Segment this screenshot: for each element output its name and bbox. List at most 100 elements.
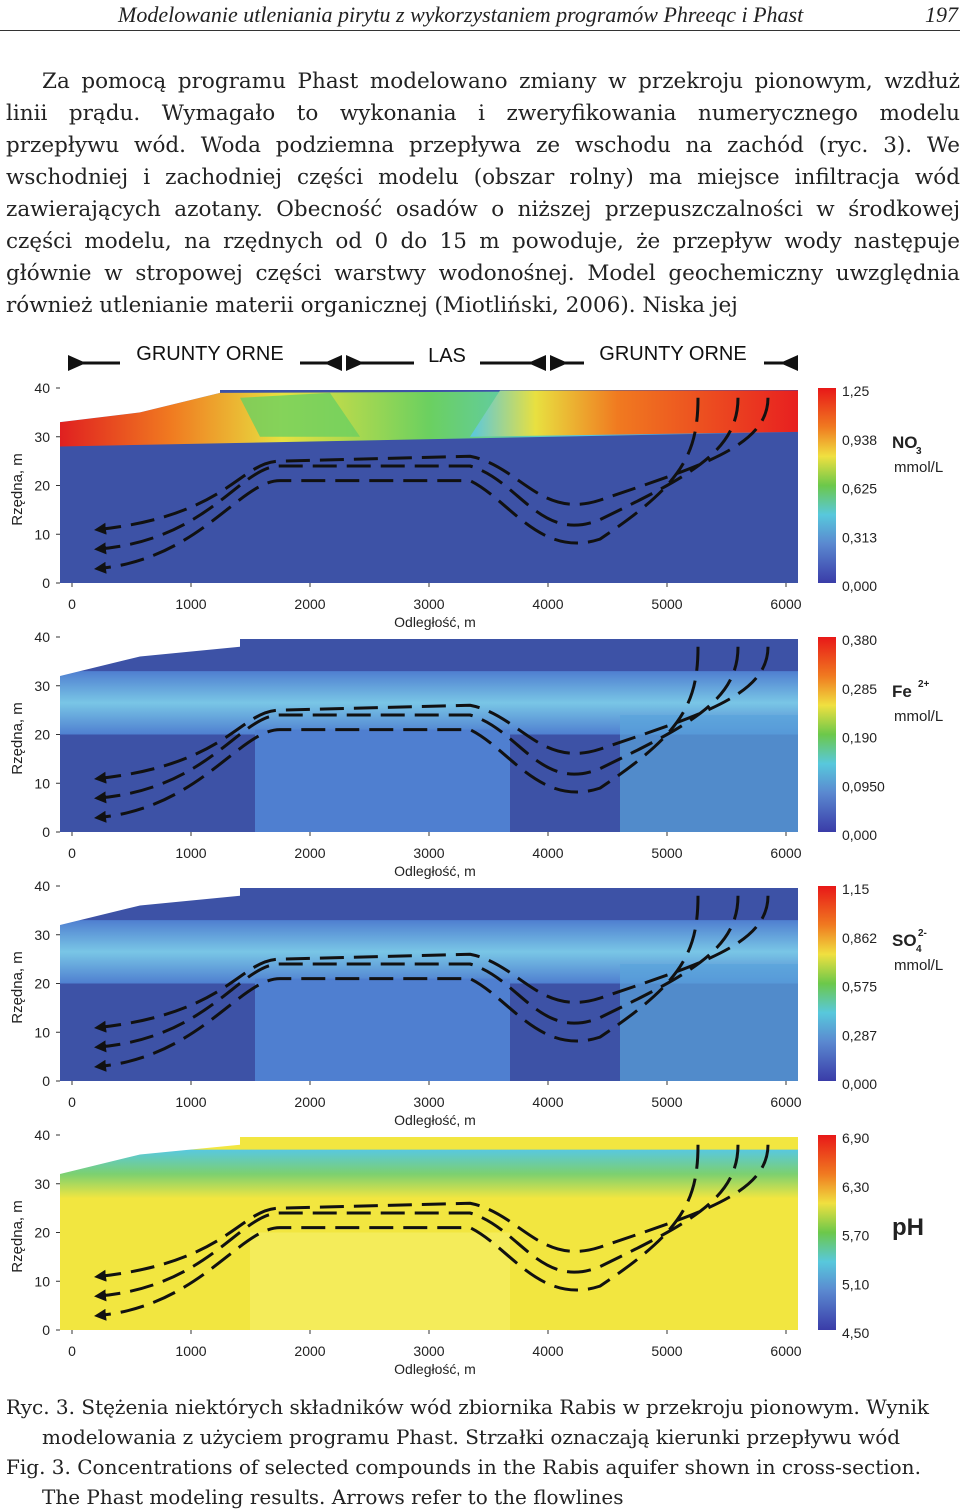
y-tick-label: 20	[34, 478, 50, 494]
x-tick-label: 0	[68, 845, 76, 861]
scale-value: 0,938	[842, 432, 877, 448]
scale-value: 0,285	[842, 681, 877, 697]
x-tick-label: 4000	[532, 1094, 563, 1110]
flowline	[94, 397, 770, 535]
y-tick-label: 10	[34, 526, 50, 542]
panel-ph: 0 10 20 30 40 Rzędna, m 0 1000 2000 3000 4000 5000 6…	[9, 1127, 924, 1377]
running-title: Modelowanie utleniania pirytu z wykorzys…	[118, 2, 804, 27]
flowline	[94, 397, 700, 574]
zone-header: GRUNTY ORNE LAS GRUNTY ORNE	[68, 340, 798, 371]
x-tick-label: 6000	[770, 1343, 801, 1359]
scale-value: 4,50	[842, 1325, 869, 1341]
scale-value: 6,90	[842, 1130, 869, 1146]
species-superscript: 2-	[918, 928, 927, 939]
zone-label-west: GRUNTY ORNE	[136, 343, 283, 365]
species-name: SO	[892, 931, 917, 950]
x-tick-label: 4000	[532, 845, 563, 861]
color-scale: 1,25 0,938 0,625 0,313 0,000	[818, 383, 877, 594]
x-tick-label: 0	[68, 596, 76, 612]
scale-value: 0,000	[842, 1076, 877, 1092]
color-scale: 1,15 0,862 0,575 0,287 0,000	[818, 881, 877, 1092]
y-tick-label: 40	[34, 380, 50, 396]
body-text: Za pomocą programu Phast modelowano zmia…	[6, 66, 960, 322]
scale-value: 0,000	[842, 827, 877, 843]
y-tick-label: 20	[34, 976, 50, 992]
x-tick-label: 5000	[651, 596, 682, 612]
x-tick-label: 2000	[294, 596, 325, 612]
x-axis-label: Odległość, m	[394, 614, 476, 630]
y-axis-label: Rzędna, m	[9, 1200, 26, 1273]
x-tick-label: 5000	[651, 1094, 682, 1110]
flowline	[94, 895, 770, 1033]
species-label: Fe 2+ mmol/L	[892, 679, 943, 725]
y-tick-label: 30	[34, 1176, 50, 1192]
y-axis-label: Rzędna, m	[9, 951, 26, 1024]
x-tick-label: 1000	[175, 1094, 206, 1110]
x-axis-label: Odległość, m	[394, 1112, 476, 1128]
scale-value: 0,000	[842, 578, 877, 594]
caption-english: Fig. 3. Concentrations of selected compo…	[6, 1455, 921, 1509]
species-superscript: 2+	[918, 679, 930, 690]
figure-caption: Ryc. 3. Stężenia niektórych składników w…	[6, 1392, 960, 1512]
x-tick-label: 6000	[770, 845, 801, 861]
x-axis-label: Odległość, m	[394, 1361, 476, 1377]
species-unit: mmol/L	[894, 459, 943, 476]
y-tick-label: 40	[34, 878, 50, 894]
y-tick-label: 40	[34, 1127, 50, 1143]
x-axis-label: Odległość, m	[394, 863, 476, 879]
scale-value: 1,15	[842, 881, 869, 897]
scale-value: 0,380	[842, 632, 877, 648]
species-unit: mmol/L	[894, 708, 943, 725]
species-name: NO	[892, 433, 918, 452]
scale-value: 0,862	[842, 930, 877, 946]
y-tick-label: 30	[34, 678, 50, 694]
cross-section-plot	[60, 1135, 798, 1330]
zone-label-east: GRUNTY ORNE	[599, 343, 746, 365]
color-scale: 0,380 0,285 0,190 0,0950 0,000	[818, 632, 885, 843]
scale-value: 0,0950	[842, 778, 885, 794]
x-tick-label: 2000	[294, 1343, 325, 1359]
species-label: pH	[892, 1214, 924, 1241]
x-tick-label: 3000	[413, 1094, 444, 1110]
x-tick-label: 3000	[413, 845, 444, 861]
caption-polish: Ryc. 3. Stężenia niektórych składników w…	[6, 1395, 930, 1449]
x-tick-label: 1000	[175, 596, 206, 612]
flowline	[94, 397, 740, 555]
flowline	[94, 1144, 770, 1282]
x-tick-label: 6000	[770, 596, 801, 612]
y-tick-label: 10	[34, 1024, 50, 1040]
y-tick-label: 20	[34, 1225, 50, 1241]
species-subscript: 3	[916, 446, 922, 457]
scale-value: 0,287	[842, 1027, 877, 1043]
x-tick-label: 5000	[651, 1343, 682, 1359]
y-tick-label: 10	[34, 775, 50, 791]
cross-section-plot	[60, 388, 798, 583]
figure-3: GRUNTY ORNE LAS GRUNTY ORNE 010203040Rzę…	[9, 340, 943, 1377]
x-tick-label: 1000	[175, 1343, 206, 1359]
cross-section-plot	[60, 886, 798, 1081]
scale-value: 0,313	[842, 529, 877, 545]
y-tick-label: 30	[34, 927, 50, 943]
scale-value: 5,70	[842, 1228, 869, 1244]
species-label: SO 4 2- mmol/L	[892, 928, 943, 974]
panel-fe: 0 10 20 30 40 Rzędna, m 0 1000 2000 3000 4000 5000 6…	[9, 629, 943, 879]
body-paragraph: Za pomocą programu Phast modelowano zmia…	[6, 69, 960, 318]
x-tick-label: 1000	[175, 845, 206, 861]
x-tick-label: 4000	[532, 1343, 563, 1359]
scale-value: 0,190	[842, 730, 877, 746]
scale-value: 0,625	[842, 481, 877, 497]
scale-value: 5,10	[842, 1276, 869, 1292]
x-tick-label: 3000	[413, 596, 444, 612]
species-name: pH	[892, 1214, 924, 1241]
y-tick-label: 0	[42, 1322, 50, 1338]
species-label: NO3 mmol/L	[892, 433, 943, 476]
flowline	[94, 646, 740, 804]
x-tick-label: 3000	[413, 1343, 444, 1359]
flowline	[94, 1144, 740, 1302]
x-tick-label: 4000	[532, 596, 563, 612]
x-tick-label: 5000	[651, 845, 682, 861]
color-scale: 6,90 6,30 5,70 5,10 4,50	[818, 1130, 869, 1341]
cross-section-plot	[60, 637, 798, 832]
y-tick-label: 10	[34, 1273, 50, 1289]
x-tick-label: 2000	[294, 1094, 325, 1110]
